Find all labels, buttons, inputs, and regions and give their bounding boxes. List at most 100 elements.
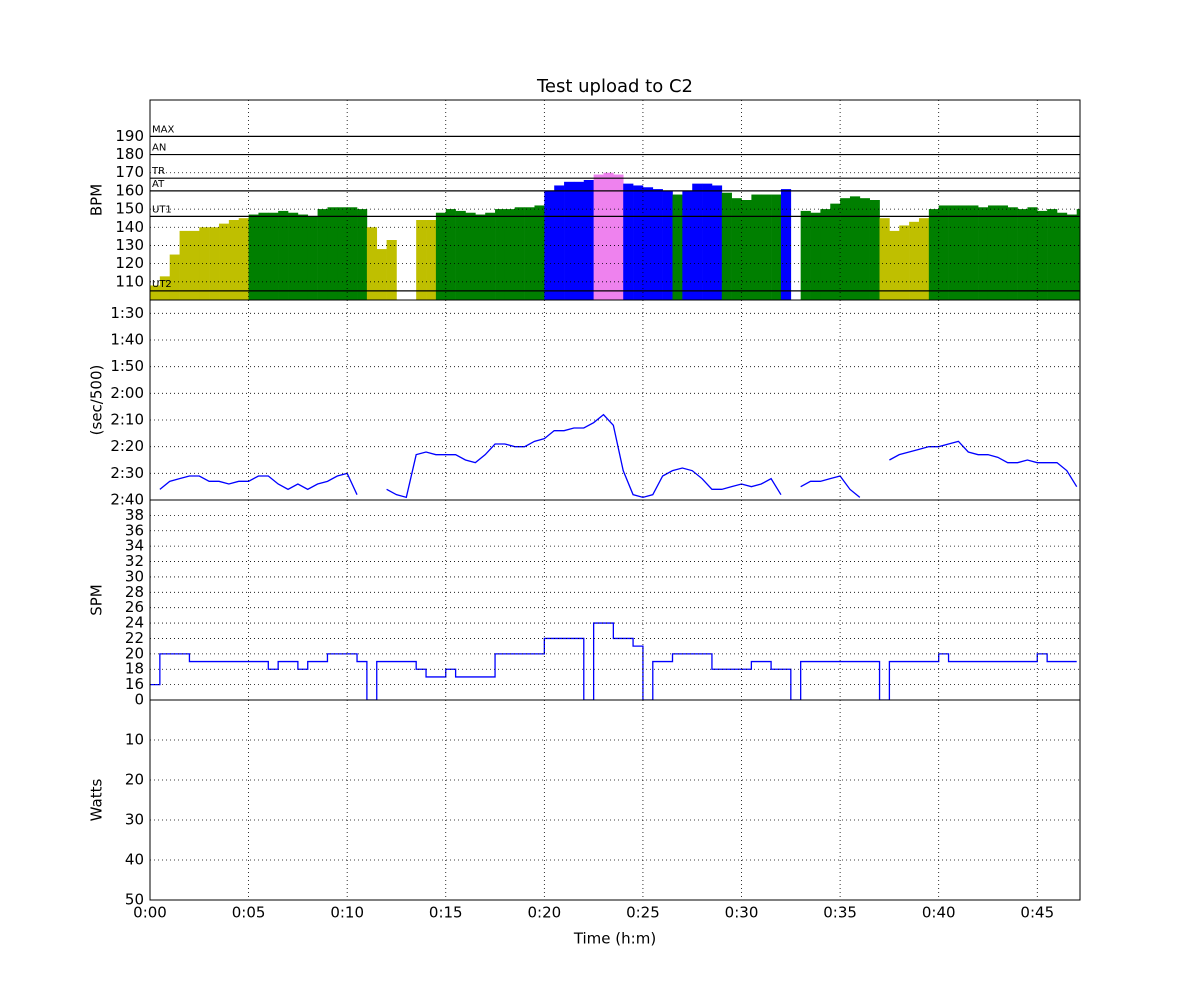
zone-label: UT2 — [152, 279, 172, 290]
panel-frame — [149, 699, 1081, 901]
x-tick-label: 0:40 — [922, 904, 956, 922]
hr-bar — [386, 240, 397, 300]
hr-bar — [150, 285, 161, 300]
y-tick-label: 1:30 — [110, 304, 144, 322]
y-tick-label: 2:30 — [110, 464, 144, 482]
hr-bar — [278, 210, 289, 300]
hr-bar — [593, 174, 604, 300]
hr-bar — [199, 227, 210, 300]
hr-bar — [997, 205, 1009, 300]
hr-bar — [751, 194, 762, 300]
y-tick-label: 30 — [125, 567, 144, 585]
x-tick-label: 0:35 — [823, 904, 857, 922]
hr-bar — [1076, 209, 1080, 300]
hr-bar — [317, 209, 328, 300]
x-tick-label: 0:15 — [429, 904, 463, 922]
data-line — [159, 472, 358, 495]
hr-bar — [928, 209, 939, 300]
y-tick-label: 10 — [125, 731, 144, 749]
y-tick-label: 140 — [115, 218, 144, 236]
data-line — [386, 413, 782, 499]
hr-bar — [633, 185, 644, 300]
hr-bar — [189, 230, 200, 300]
hr-bar — [228, 220, 240, 300]
hr-bar — [918, 218, 930, 300]
hr-bar — [504, 209, 516, 300]
hr-bar — [524, 207, 535, 300]
zone-label: AT — [152, 179, 165, 190]
hr-bar — [307, 216, 318, 300]
y-tick-label: 2:20 — [110, 437, 144, 455]
hr-bar — [1017, 209, 1028, 300]
x-tick-label: 0:30 — [725, 904, 759, 922]
hr-bar — [583, 180, 594, 300]
hr-bar — [159, 276, 171, 300]
hr-bar — [327, 207, 338, 300]
hr-bar — [909, 221, 920, 300]
hr-bar — [1056, 212, 1068, 300]
hr-bar — [731, 198, 742, 300]
y-tick-label: 150 — [115, 200, 144, 218]
y-tick-label: 32 — [125, 552, 144, 570]
hr-bar — [859, 198, 870, 300]
hr-bar — [948, 205, 959, 300]
x-tick-label: 0:05 — [232, 904, 266, 922]
hr-bar — [544, 190, 555, 300]
hr-bar — [445, 209, 456, 300]
chart-title: Test upload to C2 — [536, 76, 693, 97]
hr-bar — [623, 183, 634, 300]
y-tick-label: 40 — [125, 851, 144, 869]
y-tick-label: 1:40 — [110, 331, 144, 349]
x-tick-label: 0:10 — [330, 904, 364, 922]
hr-bar — [987, 205, 999, 300]
y-tick-label: 16 — [125, 675, 144, 693]
hr-bar — [849, 196, 861, 300]
hr-bar — [514, 207, 525, 300]
y-tick-label: 170 — [115, 163, 144, 181]
hr-bar — [366, 227, 378, 300]
hr-bar — [652, 189, 663, 300]
hr-bar — [682, 190, 693, 300]
hr-bar — [830, 203, 841, 300]
hr-bar — [485, 212, 496, 300]
hr-bar — [248, 214, 259, 300]
hr-bar — [435, 212, 447, 300]
hr-bar — [889, 230, 900, 300]
hr-bar — [721, 192, 732, 300]
hr-bar — [702, 183, 713, 300]
hr-bar — [810, 212, 821, 300]
y-axis-label: Watts — [88, 779, 106, 822]
y-tick-label: 18 — [125, 660, 144, 678]
y-tick-label: 0 — [134, 691, 144, 709]
hr-bar — [958, 205, 969, 300]
hr-bar — [416, 220, 427, 300]
y-tick-label: 34 — [125, 537, 144, 555]
y-tick-label: 2:00 — [110, 384, 144, 402]
hr-bar — [347, 207, 358, 300]
panel-frame — [149, 499, 1081, 701]
hr-bar — [711, 185, 723, 300]
hr-bar — [938, 205, 949, 300]
x-axis-label: Time (h:m) — [573, 930, 656, 948]
hr-bar — [968, 205, 979, 300]
y-tick-label: 1:50 — [110, 357, 144, 375]
x-tick-label: 0:45 — [1020, 904, 1054, 922]
hr-bar — [554, 185, 565, 300]
y-tick-label: 20 — [125, 771, 144, 789]
y-tick-label: 160 — [115, 181, 144, 199]
data-line — [889, 440, 1078, 488]
data-line — [800, 475, 861, 498]
hr-bar — [613, 174, 624, 300]
hr-bar — [771, 194, 782, 300]
hr-bar — [297, 214, 309, 300]
panel-frame — [149, 299, 1081, 501]
hr-bar — [879, 218, 890, 300]
hr-bar — [219, 223, 230, 300]
hr-bar — [268, 212, 279, 300]
zone-label: MAX — [152, 124, 174, 135]
data-line — [150, 622, 1077, 700]
hr-bar — [978, 207, 989, 300]
hr-bar — [573, 181, 585, 300]
hr-bar — [672, 194, 683, 300]
